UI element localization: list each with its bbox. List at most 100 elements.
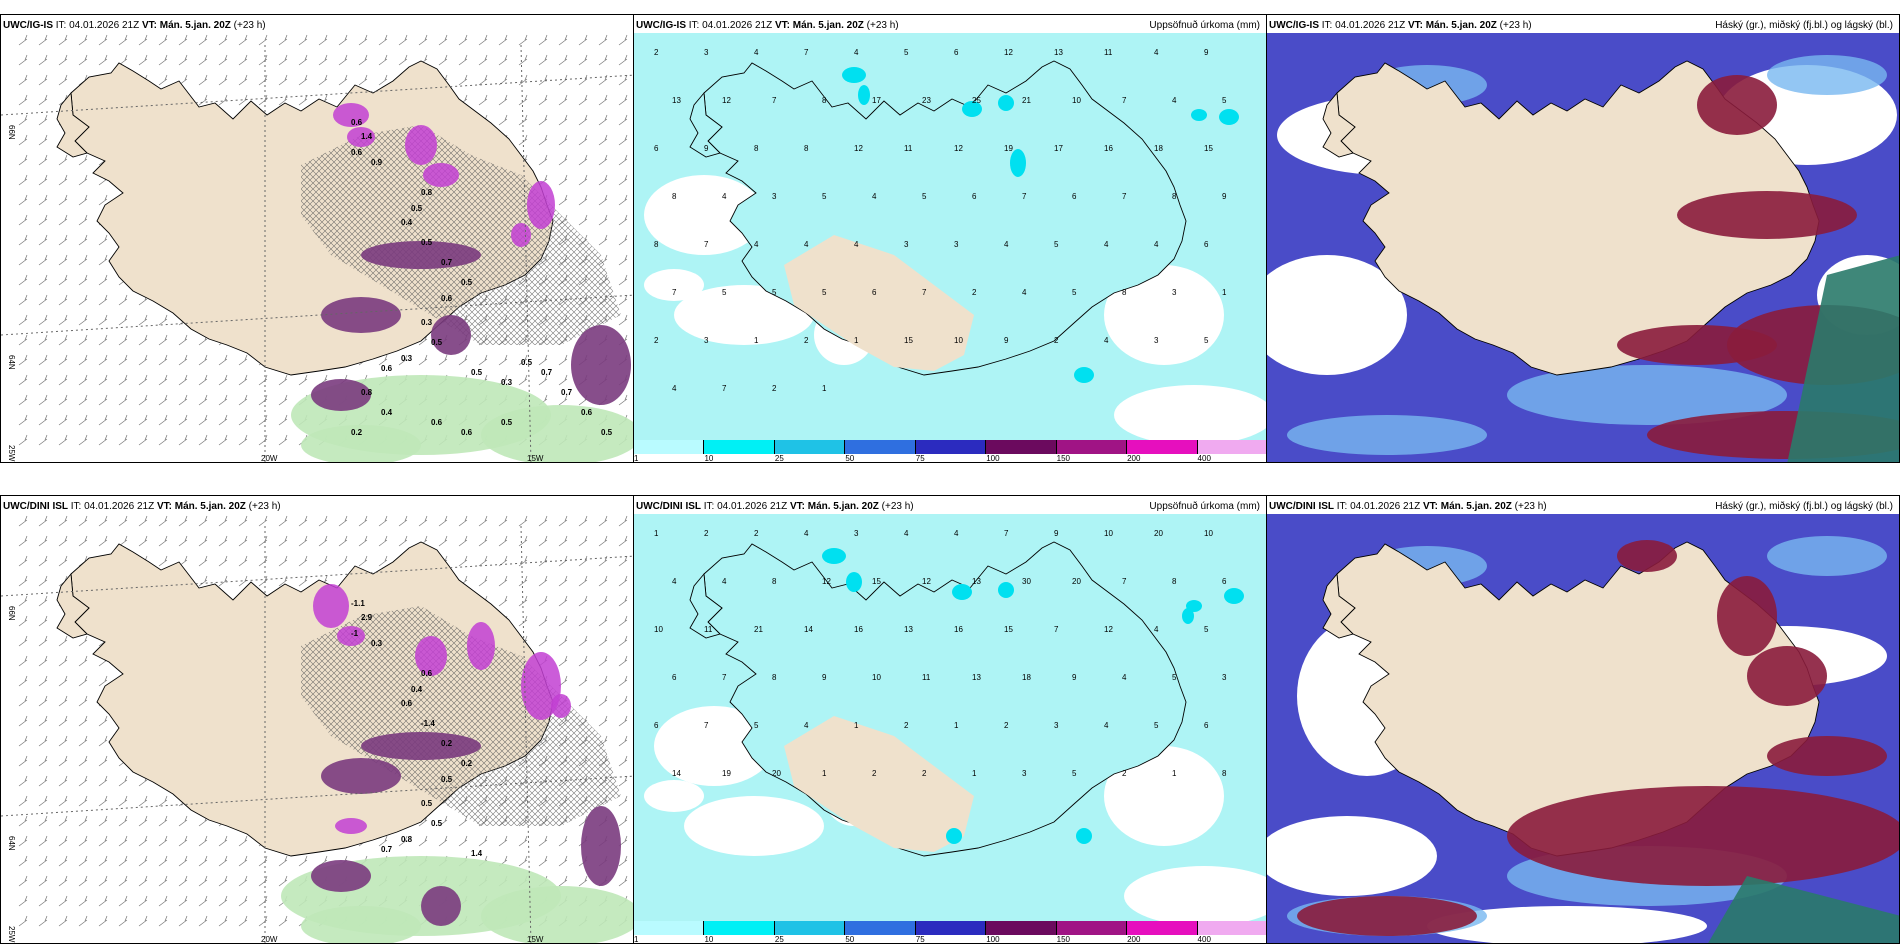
wind-barb xyxy=(258,394,268,406)
wind-barb xyxy=(558,154,568,166)
rain-area xyxy=(481,405,633,462)
legend-swatch xyxy=(634,921,705,935)
precip-value: 7 xyxy=(1004,529,1009,538)
westfjords-land xyxy=(1322,91,1356,158)
no-precip-area xyxy=(654,706,774,786)
wind-barb xyxy=(258,895,268,907)
legend-tick: 150 xyxy=(1056,454,1071,463)
wind-barb xyxy=(618,855,628,867)
clear-sky-area xyxy=(1427,906,1707,943)
wind-barb xyxy=(578,635,588,647)
wind-barb xyxy=(618,815,628,827)
wind-barb xyxy=(18,234,28,246)
wind-barb xyxy=(78,394,88,406)
panel-header: UWC/IG-IS IT: 04.01.2026 21Z VT: Mán. 5.… xyxy=(636,20,899,31)
data-value: 0.5 xyxy=(431,819,443,828)
data-value: 0.3 xyxy=(421,318,433,327)
wind-barb xyxy=(58,194,68,206)
wind-barb xyxy=(98,234,108,246)
wind-barb xyxy=(98,294,108,306)
wind-barb xyxy=(238,895,248,907)
wind-barb xyxy=(318,34,328,46)
wind-barb xyxy=(78,234,88,246)
wind-barb xyxy=(598,134,608,146)
wind-barb xyxy=(558,535,568,547)
wind-barb xyxy=(18,615,28,627)
wind-barb xyxy=(538,615,548,627)
precip-value: 11 xyxy=(922,673,931,682)
wind-barb xyxy=(238,875,248,887)
precip-value: 7 xyxy=(1122,577,1127,586)
wind-barb xyxy=(158,434,168,446)
wind-barb xyxy=(38,434,48,446)
precip-value: 19 xyxy=(1004,144,1013,153)
wind-barb xyxy=(378,835,388,847)
wind-barb xyxy=(58,154,68,166)
precip-value: 6 xyxy=(672,673,677,682)
wind-barb xyxy=(18,414,28,426)
wind-barb xyxy=(118,394,128,406)
precip-blob xyxy=(321,758,401,794)
precip-value: 11 xyxy=(1104,48,1113,57)
wind-barb xyxy=(98,835,108,847)
precip-value: 3 xyxy=(772,192,777,201)
wind-barb xyxy=(178,915,188,927)
precip-blob xyxy=(335,818,367,834)
wind-barb xyxy=(578,154,588,166)
wind-barb xyxy=(98,414,108,426)
wind-barb xyxy=(78,374,88,386)
wind-barb xyxy=(38,334,48,346)
precip-cell xyxy=(1224,588,1244,604)
wind-barb xyxy=(478,74,488,86)
wind-barb xyxy=(298,515,308,527)
wind-barb xyxy=(618,94,628,106)
data-value: 0.7 xyxy=(561,388,573,397)
wind-barb xyxy=(138,54,148,66)
precip-value: 4 xyxy=(904,529,909,538)
precip-cell xyxy=(846,572,862,592)
wind-barb xyxy=(38,875,48,887)
wind-barb xyxy=(218,835,228,847)
precip-value: 12 xyxy=(922,577,931,586)
precip-value: 8 xyxy=(654,240,659,249)
wind-barb xyxy=(58,535,68,547)
wind-barb xyxy=(58,875,68,887)
data-value: 0.5 xyxy=(421,238,433,247)
panel-title: Háský (gr.), miðský (fj.bl.) og lágský (… xyxy=(1715,20,1893,31)
precip-value: 8 xyxy=(1222,769,1227,778)
precip-value: 1 xyxy=(822,769,827,778)
data-value: 2.9 xyxy=(361,613,373,622)
wind-barb xyxy=(598,114,608,126)
wind-barb xyxy=(78,775,88,787)
wind-barb xyxy=(78,354,88,366)
wind-barb xyxy=(298,575,308,587)
precip-value: 21 xyxy=(1022,96,1031,105)
wind-barb xyxy=(618,54,628,66)
precip-value: 10 xyxy=(654,625,663,634)
wind-barb xyxy=(238,74,248,86)
wind-barb xyxy=(518,535,528,547)
wind-barb xyxy=(518,114,528,126)
legend-swatch xyxy=(986,921,1057,935)
wind-barb xyxy=(578,74,588,86)
wind-barb xyxy=(278,855,288,867)
wind-barb xyxy=(38,254,48,266)
data-value: 0.2 xyxy=(441,739,453,748)
wind-barb xyxy=(478,555,488,567)
wind-barb xyxy=(118,835,128,847)
wind-barb xyxy=(78,214,88,226)
wind-barb xyxy=(158,334,168,346)
wind-barb xyxy=(18,575,28,587)
precip-blob xyxy=(347,127,375,147)
wind-barb xyxy=(138,314,148,326)
wind-barb xyxy=(518,615,528,627)
precip-value: 1 xyxy=(822,384,827,393)
precip-value: 8 xyxy=(672,192,677,201)
wind-barb xyxy=(18,354,28,366)
wind-barb xyxy=(178,374,188,386)
wind-barb xyxy=(318,555,328,567)
wind-barb xyxy=(38,815,48,827)
no-precip-area xyxy=(1104,265,1224,365)
precip-value: 4 xyxy=(1172,96,1177,105)
wind-barb xyxy=(578,114,588,126)
